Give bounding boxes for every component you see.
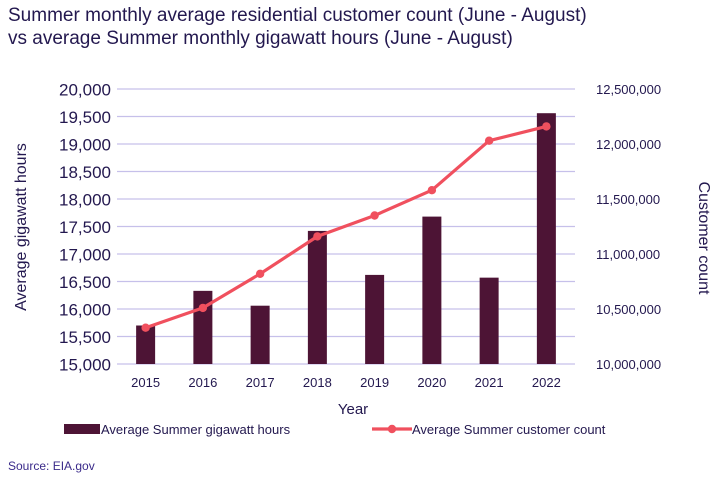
line-point — [313, 232, 322, 241]
chart-title-line-1: Summer monthly average residential custo… — [8, 5, 587, 26]
y-tick-label: 16,500 — [59, 273, 111, 292]
line-point — [141, 323, 150, 332]
bar — [422, 216, 442, 364]
legend-swatch-marker — [387, 424, 397, 434]
x-tick-label: 2016 — [188, 375, 217, 390]
y-tick-label: 18,500 — [59, 163, 111, 182]
line-point — [427, 186, 437, 195]
line-point — [484, 136, 494, 145]
y2-tick-label: 12,000,000 — [596, 137, 661, 152]
y-tick-label: 15,500 — [59, 328, 111, 347]
y-tick-label: 18,000 — [59, 191, 111, 210]
line-point — [542, 122, 551, 131]
bar — [250, 305, 270, 364]
bar — [479, 277, 499, 364]
source-note: Source: EIA.gov — [8, 459, 95, 473]
x-axis-title: Year — [338, 401, 368, 418]
bar — [365, 274, 385, 364]
x-tick-label: 2018 — [303, 375, 332, 390]
series-line — [145, 124, 547, 330]
bar — [136, 325, 156, 364]
y-tick-label: 20,000 — [59, 81, 111, 100]
x-tick-label: 2015 — [131, 375, 160, 390]
legend-swatch-bars — [64, 424, 100, 434]
x-tick-label: 2022 — [532, 375, 561, 390]
line-point — [255, 269, 265, 278]
y2-axis-title: Customer count — [695, 182, 712, 295]
y2-tick-label: 11,000,000 — [596, 247, 660, 262]
y-axis-title: Average gigawatt hours — [13, 143, 30, 311]
legend-label: Average Summer customer count — [412, 422, 606, 437]
y-tick-label: 19,500 — [59, 108, 111, 127]
y2-tick-label: 10,000,000 — [596, 357, 661, 372]
y-tick-label: 17,000 — [59, 246, 111, 265]
y2-tick-label: 12,500,000 — [596, 82, 661, 97]
y2-tick-label: 11,500,000 — [596, 192, 660, 207]
chart-title: Summer monthly average residential custo… — [8, 4, 713, 50]
chart-title-line-2: vs average Summer monthly gigawatt hours… — [8, 28, 513, 49]
x-tick-label: 2021 — [475, 375, 504, 390]
bar — [193, 290, 213, 364]
y-tick-label: 16,000 — [59, 301, 111, 320]
x-tick-label: 2020 — [417, 375, 446, 390]
y-tick-label: 17,500 — [59, 218, 111, 237]
line-point — [198, 303, 208, 313]
bar — [536, 113, 556, 364]
x-tick-label: 2017 — [246, 375, 275, 390]
bar — [307, 230, 327, 364]
y-tick-label: 15,000 — [59, 356, 111, 375]
line-point — [370, 211, 379, 220]
legend-label: Average Summer gigawatt hours — [101, 422, 291, 437]
y2-tick-label: 10,500,000 — [596, 302, 661, 317]
y-tick-label: 19,000 — [59, 136, 111, 155]
x-tick-label: 2019 — [360, 375, 389, 390]
